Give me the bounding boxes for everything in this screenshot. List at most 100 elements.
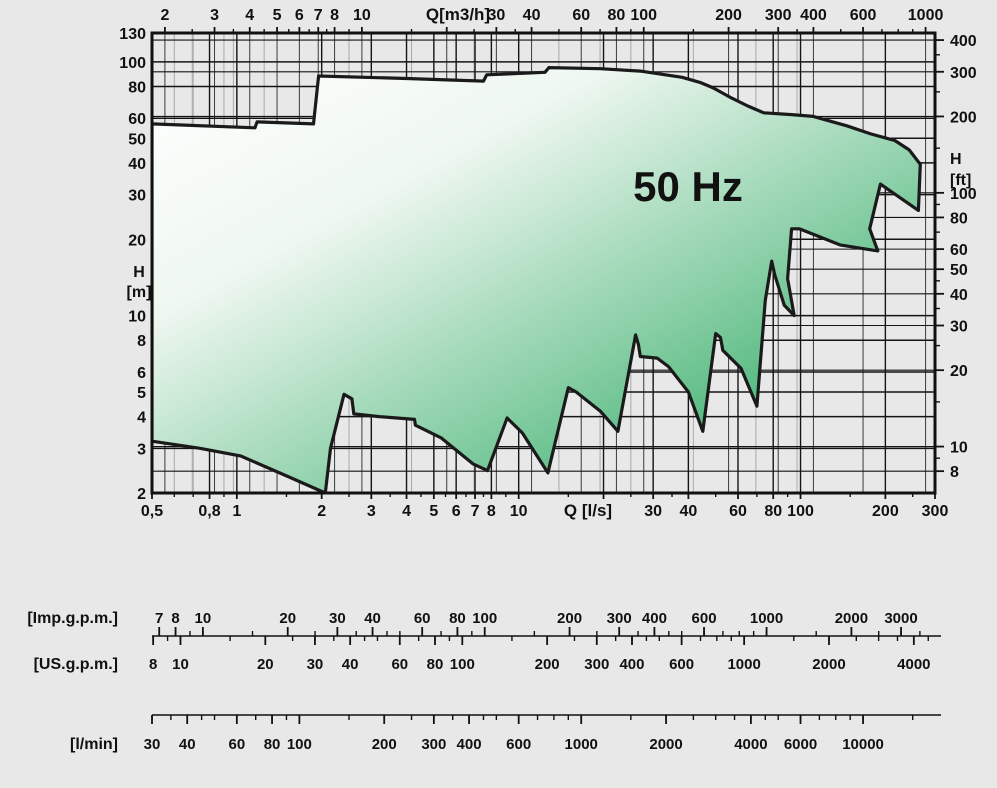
ruler-imp-gpm-label: [Imp.g.p.m.] <box>27 610 118 627</box>
left-axis-unit-label-m: [m] <box>127 284 152 301</box>
l_min-tick-label: 600 <box>506 736 531 753</box>
top-axis-tick-label: 400 <box>800 7 827 24</box>
imp_gpm-tick-label: 3000 <box>884 610 917 627</box>
imp_gpm-tick-label: 20 <box>279 610 296 627</box>
top-axis-tick-label: 1000 <box>908 7 944 24</box>
right-axis-tick-label: 80 <box>950 210 968 227</box>
imp_gpm-tick-label: 30 <box>329 610 346 627</box>
us_gpm-tick-label: 100 <box>450 656 475 673</box>
bottom-axis-unit-label: Q [l/s] <box>564 501 612 520</box>
left-axis-tick-label: 8 <box>137 333 146 350</box>
bottom-axis-tick-label: 10 <box>510 503 528 520</box>
l_min-tick-label: 1000 <box>565 736 598 753</box>
left-axis-tick-label: 3 <box>137 441 146 458</box>
imp_gpm-tick-label: 80 <box>449 610 466 627</box>
imp_gpm-tick-label: 7 <box>155 610 163 627</box>
left-axis-unit-label-h: H <box>133 264 145 281</box>
left-axis-tick-label: 100 <box>119 55 146 72</box>
us_gpm-tick-label: 80 <box>427 656 444 673</box>
top-axis-tick-label: 10 <box>353 7 371 24</box>
top-axis-tick-label: 5 <box>273 7 282 24</box>
left-axis-tick-label: 30 <box>128 188 146 205</box>
bottom-axis-flow-ls: 0,5 0,8 1 2 3 4 5 6 7 8 10 30 40 60 80 100 200 300 <box>141 493 949 520</box>
top-axis-tick-label: 8 <box>330 7 339 24</box>
right-axis-tick-label: 60 <box>950 242 968 259</box>
frequency-label: 50 Hz <box>633 163 743 210</box>
imp_gpm-tick-label: 10 <box>195 610 212 627</box>
us_gpm-tick-label: 400 <box>619 656 644 673</box>
l_min-tick-label: 30 <box>144 736 161 753</box>
l_min-tick-label: 4000 <box>734 736 767 753</box>
bottom-axis-tick-label: 0,5 <box>141 503 163 520</box>
ruler-lmin-label: [l/min] <box>70 736 118 753</box>
left-axis-tick-label: 10 <box>128 309 146 326</box>
right-axis-tick-label: 10 <box>950 440 968 457</box>
right-axis-tick-label: 100 <box>950 186 977 203</box>
plot-border <box>150 31 937 495</box>
right-axis-tick-label: 50 <box>950 262 968 279</box>
l_min-tick-label: 10000 <box>842 736 884 753</box>
us_gpm-tick-label: 1000 <box>727 656 760 673</box>
left-axis-tick-label: 50 <box>128 131 146 148</box>
right-axis-head-ft: 8 10 20 30 40 50 60 80 100 200 300 400 <box>935 33 977 481</box>
imp_gpm-tick-label: 200 <box>557 610 582 627</box>
bottom-axis-tick-label: 7 <box>471 503 480 520</box>
left-axis-tick-label: 20 <box>128 232 146 249</box>
us_gpm-tick-label: 60 <box>391 656 408 673</box>
top-axis-tick-label: 60 <box>572 7 590 24</box>
left-axis-tick-label: 130 <box>119 26 146 43</box>
bottom-axis-tick-label: 2 <box>317 503 326 520</box>
left-axis-tick-label: 5 <box>137 385 146 402</box>
imp_gpm-tick-label: 40 <box>364 610 381 627</box>
imp_gpm-tick-label: 8 <box>171 610 179 627</box>
l_min-tick-label: 100 <box>287 736 312 753</box>
top-axis-flow-m3h: 2 3 4 5 6 7 8 10 30 40 60 80 100 200 300 400 600 1000 <box>160 7 943 33</box>
top-axis-unit-label: Q[m3/h] <box>426 5 490 24</box>
right-axis-unit-label-h: H <box>950 151 962 168</box>
us_gpm-tick-label: 10 <box>172 656 189 673</box>
left-axis-tick-label: 80 <box>128 80 146 97</box>
bottom-axis-tick-label: 6 <box>452 503 461 520</box>
bottom-axis-tick-label: 5 <box>429 503 438 520</box>
l_min-tick-label: 60 <box>228 736 245 753</box>
top-axis-tick-label: 30 <box>487 7 505 24</box>
top-axis-tick-label: 600 <box>850 7 877 24</box>
right-axis-tick-label: 400 <box>950 33 977 50</box>
l_min-tick-label: 80 <box>264 736 281 753</box>
right-axis-tick-label: 8 <box>950 464 959 481</box>
top-axis-tick-label: 4 <box>245 7 254 24</box>
imp_gpm-tick-label: 300 <box>607 610 632 627</box>
bottom-axis-tick-label: 300 <box>922 503 949 520</box>
bottom-axis-tick-label: 3 <box>367 503 376 520</box>
top-axis-tick-label: 3 <box>210 7 219 24</box>
imp_gpm-tick-label: 600 <box>692 610 717 627</box>
imp_gpm-tick-label: 400 <box>642 610 667 627</box>
left-axis-tick-label: 40 <box>128 156 146 173</box>
l_min-tick-label: 300 <box>421 736 446 753</box>
l_min-tick-label: 6000 <box>784 736 817 753</box>
top-axis-tick-label: 80 <box>608 7 626 24</box>
ruler-us-gpm-label: [US.g.p.m.] <box>34 656 118 673</box>
left-axis-head-m: 2 3 4 5 6 8 10 20 30 40 50 60 80 100 130 <box>119 26 146 503</box>
bottom-axis-tick-label: 0,8 <box>198 503 220 520</box>
us_gpm-tick-label: 8 <box>149 656 157 673</box>
right-axis-unit-label-ft: [ft] <box>950 172 971 189</box>
top-axis-tick-label: 2 <box>160 7 169 24</box>
right-axis-tick-label: 40 <box>950 287 968 304</box>
bottom-axis-tick-label: 1 <box>232 503 241 520</box>
us_gpm-tick-label: 20 <box>257 656 274 673</box>
l_min-tick-label: 400 <box>457 736 482 753</box>
bottom-axis-tick-label: 80 <box>764 503 782 520</box>
left-axis-tick-label: 6 <box>137 365 146 382</box>
l_min-tick-label: 200 <box>372 736 397 753</box>
top-axis-tick-label: 7 <box>314 7 323 24</box>
top-axis-tick-label: 200 <box>715 7 742 24</box>
us_gpm-tick-label: 30 <box>307 656 324 673</box>
imp_gpm-tick-label: 100 <box>472 610 497 627</box>
bottom-axis-tick-label: 4 <box>402 503 411 520</box>
bottom-axis-tick-label: 60 <box>729 503 747 520</box>
left-axis-tick-label: 2 <box>137 486 146 503</box>
l_min-tick-label: 40 <box>179 736 196 753</box>
